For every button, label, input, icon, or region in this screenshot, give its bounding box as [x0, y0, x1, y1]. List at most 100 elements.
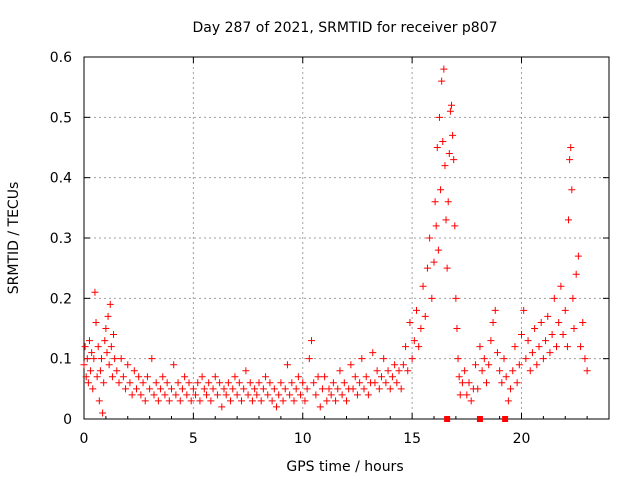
data-point: [98, 355, 105, 363]
x-tick-label: 0: [80, 431, 89, 447]
data-point: [380, 355, 388, 363]
y-tick-label: 0: [63, 412, 72, 428]
data-point: [472, 361, 480, 369]
data-point: [360, 385, 368, 393]
data-point: [187, 397, 195, 405]
data-point: [100, 379, 108, 387]
data-point: [94, 343, 102, 351]
data-point: [432, 222, 440, 230]
data-point: [539, 355, 547, 363]
data-point: [577, 343, 585, 351]
data-point: [533, 361, 541, 369]
data-point: [440, 65, 448, 73]
data-point: [103, 349, 111, 357]
data-point: [146, 385, 154, 393]
data-point: [231, 373, 239, 381]
data-point: [487, 337, 495, 345]
data-point: [395, 367, 403, 375]
data-point: [334, 385, 342, 393]
data-point: [290, 397, 298, 405]
data-point: [419, 282, 427, 290]
data-point: [461, 367, 469, 375]
data-point: [181, 373, 189, 381]
data-point: [570, 325, 578, 332]
data-point: [275, 391, 283, 399]
data-point: [189, 385, 197, 393]
data-point: [553, 343, 560, 351]
data-point: [325, 385, 333, 393]
data-point: [408, 355, 416, 363]
data-point: [318, 385, 326, 393]
data-point: [421, 312, 429, 320]
data-point: [286, 391, 294, 399]
data-point: [262, 373, 270, 381]
data-point: [246, 379, 254, 387]
data-point: [435, 113, 443, 121]
data-point: [205, 379, 213, 387]
data-point: [163, 379, 171, 387]
data-point: [323, 397, 331, 405]
data-point: [455, 373, 463, 381]
data-point: [281, 385, 289, 393]
data-point: [327, 391, 335, 399]
data-point: [444, 198, 452, 206]
data-point: [266, 379, 274, 387]
data-point: [378, 373, 385, 381]
data-point: [106, 300, 114, 308]
data-point: [172, 391, 180, 399]
data-point: [454, 355, 462, 363]
data-point: [257, 397, 265, 405]
data-point: [89, 385, 97, 393]
data-point: [139, 379, 147, 387]
data-point: [130, 367, 138, 375]
data-point: [159, 373, 167, 381]
data-point: [108, 373, 116, 381]
data-point: [111, 355, 119, 363]
x-tick-label: 20: [513, 431, 531, 447]
x-tick-label: 10: [294, 431, 312, 447]
data-point: [439, 137, 447, 145]
data-point: [148, 355, 156, 363]
data-point: [537, 318, 545, 326]
data-point: [518, 331, 525, 339]
data-point: [500, 355, 508, 363]
data-point: [528, 349, 536, 357]
data-point: [135, 373, 143, 381]
data-point: [467, 397, 475, 405]
data-point: [568, 186, 576, 194]
data-point: [107, 343, 115, 351]
data-point: [524, 337, 532, 345]
data-point: [224, 379, 232, 387]
data-point: [441, 162, 449, 170]
data-point: [81, 343, 89, 351]
data-point: [137, 391, 145, 399]
data-point: [399, 361, 407, 369]
data-point: [451, 222, 459, 230]
data-point: [235, 379, 243, 387]
data-point: [433, 144, 441, 151]
data-point: [152, 379, 160, 387]
data-point: [397, 385, 405, 393]
data-point: [268, 397, 276, 405]
data-point: [203, 391, 210, 399]
data-point: [332, 397, 340, 405]
data-point: [213, 391, 221, 399]
data-point: [555, 318, 563, 326]
data-point: [85, 337, 93, 345]
data-point: [316, 403, 324, 411]
data-point: [430, 258, 438, 266]
data-point: [559, 331, 567, 339]
data-point: [373, 367, 381, 375]
data-point: [393, 379, 401, 387]
data-point: [446, 107, 454, 115]
data-point: [498, 379, 506, 387]
data-point: [227, 397, 235, 405]
data-point: [449, 131, 457, 139]
y-axis-label: SRMTID / TECUs: [6, 182, 22, 295]
data-point: [174, 379, 182, 387]
data-point: [92, 318, 100, 326]
data-point: [240, 385, 248, 393]
data-point: [259, 385, 267, 393]
data-point: [358, 355, 366, 363]
data-point: [384, 367, 392, 375]
